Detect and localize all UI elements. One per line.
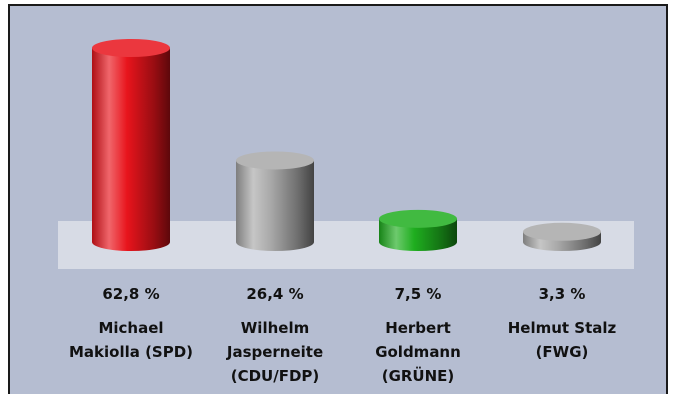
chart-plot (58, 39, 634, 269)
category-line: Jasperneite (226, 343, 324, 361)
category-line: (GRÜNE) (381, 367, 455, 385)
value-label: 7,5 % (394, 285, 442, 303)
value-label: 62,8 % (102, 285, 160, 303)
chart-frame: 62,8 % 26,4 % 7,5 % 3,3 % Michael Makiol… (8, 4, 668, 394)
bar (523, 222, 601, 251)
category-line: (FWG) (535, 343, 589, 361)
bar (379, 209, 457, 251)
category-label: Herbert Goldmann (GRÜNE) (343, 316, 493, 388)
category-line: Michael (98, 319, 164, 337)
category-label: Wilhelm Jasperneite (CDU/FDP) (200, 316, 350, 388)
bar-top-cap (523, 222, 601, 241)
bar-body (236, 160, 314, 251)
bar (236, 151, 314, 251)
category-label: Michael Makiolla (SPD) (56, 316, 206, 364)
category-line: Goldmann (375, 343, 461, 361)
category-line: Herbert (385, 319, 451, 337)
bar-body (379, 218, 457, 251)
bar-top-cap (379, 209, 457, 228)
bar (92, 39, 170, 251)
value-label: 26,4 % (246, 285, 304, 303)
category-line: Makiolla (SPD) (68, 343, 194, 361)
category-line: Helmut Stalz (507, 319, 617, 337)
bar-top-cap (92, 39, 170, 57)
category-line: (CDU/FDP) (230, 367, 320, 385)
category-label: Helmut Stalz (FWG) (487, 316, 637, 364)
value-label: 3,3 % (538, 285, 586, 303)
bar-body (92, 48, 170, 251)
bar-top-cap (236, 151, 314, 170)
category-line: Wilhelm (240, 319, 310, 337)
